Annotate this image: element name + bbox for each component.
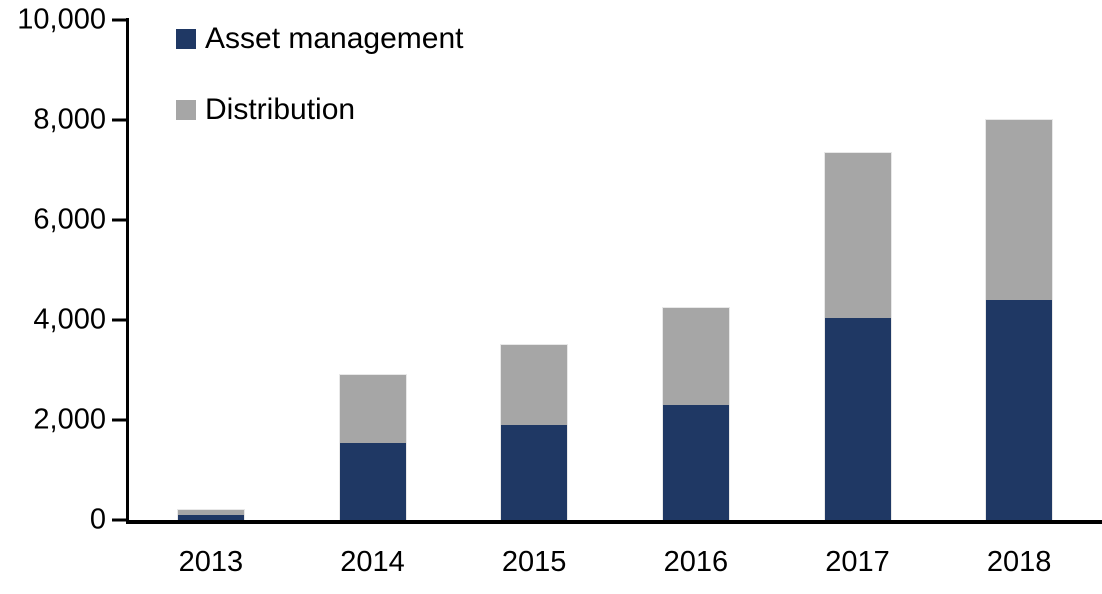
y-tick-label-8000: 8,000 bbox=[33, 103, 106, 136]
y-tick-label-2000: 2,000 bbox=[33, 403, 106, 436]
bar-segment-asset-management-2013 bbox=[177, 515, 244, 520]
y-tick-mark-10000 bbox=[112, 18, 126, 22]
y-tick-mark-0 bbox=[112, 518, 126, 522]
bar-2018 bbox=[985, 119, 1054, 521]
bar-segment-asset-management-2014 bbox=[339, 442, 406, 520]
legend-label-distribution: Distribution bbox=[205, 93, 356, 126]
y-tick-mark-4000 bbox=[112, 318, 126, 322]
bar-2014 bbox=[338, 374, 407, 521]
y-axis-line bbox=[126, 18, 129, 524]
y-tick-label-10000: 10,000 bbox=[17, 3, 106, 36]
bar-segment-distribution-2013 bbox=[177, 510, 244, 515]
bar-2016 bbox=[661, 306, 730, 521]
x-tick-label-2014: 2014 bbox=[340, 546, 405, 578]
bar-segment-distribution-2014 bbox=[339, 375, 406, 443]
y-tick-label-6000: 6,000 bbox=[33, 203, 106, 236]
bar-2013 bbox=[176, 509, 245, 521]
bar-segment-asset-management-2018 bbox=[986, 300, 1053, 520]
bar-segment-asset-management-2016 bbox=[662, 405, 729, 520]
bar-segment-distribution-2018 bbox=[986, 120, 1053, 300]
x-tick-label-2017: 2017 bbox=[825, 546, 890, 578]
y-tick-mark-8000 bbox=[112, 118, 126, 122]
bar-2017 bbox=[823, 151, 892, 521]
x-axis-line bbox=[126, 520, 1102, 524]
y-tick-label-0: 0 bbox=[89, 503, 106, 536]
bar-segment-distribution-2016 bbox=[662, 307, 729, 405]
x-tick-label-2016: 2016 bbox=[663, 546, 729, 578]
y-tick-label-4000: 4,000 bbox=[33, 303, 106, 336]
bar-segment-distribution-2015 bbox=[501, 345, 568, 425]
y-tick-mark-2000 bbox=[112, 418, 126, 422]
legend-swatch-icon bbox=[176, 28, 196, 49]
legend-item-asset-management: Asset management bbox=[176, 22, 463, 55]
x-tick-label-2013: 2013 bbox=[178, 546, 244, 578]
bar-segment-distribution-2017 bbox=[824, 152, 891, 318]
x-tick-label-2015: 2015 bbox=[501, 546, 567, 578]
legend-item-distribution: Distribution bbox=[176, 93, 355, 126]
x-tick-label-2018: 2018 bbox=[986, 546, 1052, 578]
y-tick-mark-6000 bbox=[112, 218, 126, 222]
legend-label-asset-management: Asset management bbox=[205, 22, 464, 55]
bar-2015 bbox=[500, 344, 569, 521]
legend-swatch-icon bbox=[176, 99, 196, 120]
bar-segment-asset-management-2017 bbox=[824, 317, 891, 520]
bar-segment-asset-management-2015 bbox=[501, 425, 568, 520]
